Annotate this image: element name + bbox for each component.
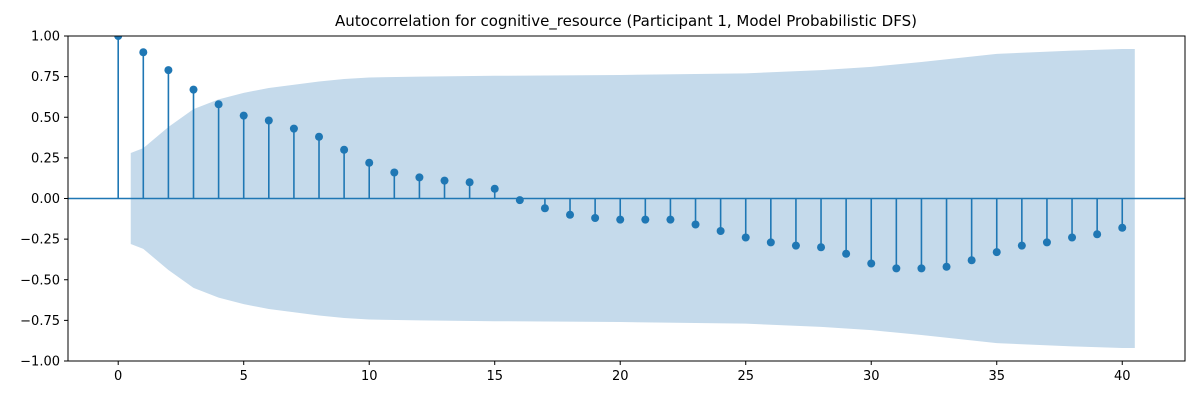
- x-tick-label: 20: [612, 369, 629, 384]
- acf-point-lag-23: [691, 220, 700, 229]
- y-tick-label: −0.50: [20, 273, 60, 288]
- x-tick-label: 35: [988, 369, 1005, 384]
- x-tick-label: 5: [240, 369, 248, 384]
- y-tick-label: 1.00: [31, 30, 60, 45]
- y-tick-label: 0.75: [31, 70, 60, 85]
- acf-point-lag-19: [591, 214, 600, 222]
- acf-point-lag-35: [992, 248, 1001, 257]
- acf-point-lag-29: [842, 249, 851, 258]
- y-tick-label: 0.25: [31, 151, 60, 166]
- acf-point-lag-12: [415, 173, 424, 182]
- acf-point-lag-24: [716, 227, 725, 235]
- acf-point-lag-4: [214, 100, 223, 109]
- acf-point-lag-17: [540, 204, 549, 213]
- x-tick-label: 10: [361, 369, 378, 384]
- acf-point-lag-18: [566, 210, 575, 219]
- acf-point-lag-32: [917, 264, 926, 273]
- acf-point-lag-36: [1017, 241, 1026, 250]
- acf-point-lag-31: [892, 264, 901, 273]
- acf-point-lag-1: [139, 48, 148, 57]
- acf-point-lag-15: [490, 184, 499, 193]
- x-axis: 0 5 10 15 20 25 30 35 40: [114, 361, 1131, 384]
- acf-point-lag-5: [239, 111, 248, 120]
- x-tick-label: 25: [737, 369, 754, 384]
- acf-point-lag-25: [741, 233, 750, 242]
- acf-point-lag-8: [315, 132, 324, 141]
- acf-point-lag-16: [515, 196, 524, 205]
- acf-point-lag-26: [766, 238, 775, 247]
- acf-point-lag-37: [1042, 238, 1051, 247]
- acf-point-lag-40: [1118, 223, 1127, 232]
- y-tick-label: 0.00: [31, 192, 60, 207]
- acf-point-lag-9: [340, 145, 349, 154]
- acf-point-lag-28: [817, 243, 826, 252]
- chart-title: Autocorrelation for cognitive_resource (…: [335, 12, 917, 31]
- acf-point-lag-3: [189, 85, 198, 94]
- y-axis: −1.00 −0.75 −0.50 −0.25 0.00 0.25 0.50 0.75 1.00: [20, 30, 68, 370]
- acf-point-lag-2: [164, 66, 173, 75]
- x-tick-label: 30: [863, 369, 880, 384]
- acf-point-lag-21: [641, 215, 650, 224]
- acf-point-lag-39: [1093, 230, 1102, 239]
- y-tick-label: −0.75: [20, 314, 60, 329]
- acf-point-lag-0: [114, 36, 123, 40]
- acf-point-lag-34: [967, 256, 976, 265]
- x-tick-label: 15: [486, 369, 503, 384]
- y-tick-label: −1.00: [20, 355, 60, 370]
- acf-point-lag-10: [365, 158, 374, 167]
- acf-point-lag-6: [264, 116, 273, 125]
- plot-content: [68, 36, 1185, 348]
- acf-point-lag-13: [440, 176, 449, 185]
- acf-point-lag-14: [465, 178, 474, 187]
- acf-point-lag-33: [942, 262, 951, 271]
- acf-point-lag-11: [390, 168, 399, 177]
- acf-point-lag-7: [289, 124, 298, 133]
- acf-point-lag-38: [1068, 233, 1077, 242]
- plot-area: [67, 35, 1186, 362]
- acf-point-lag-22: [666, 215, 675, 224]
- acf-point-lag-27: [791, 241, 800, 250]
- acf-point-lag-20: [616, 215, 625, 224]
- y-tick-label: −0.25: [20, 233, 60, 248]
- x-tick-label: 0: [114, 369, 122, 384]
- acf-point-lag-30: [867, 259, 876, 268]
- y-tick-label: 0.50: [31, 111, 60, 126]
- x-tick-label: 40: [1114, 369, 1131, 384]
